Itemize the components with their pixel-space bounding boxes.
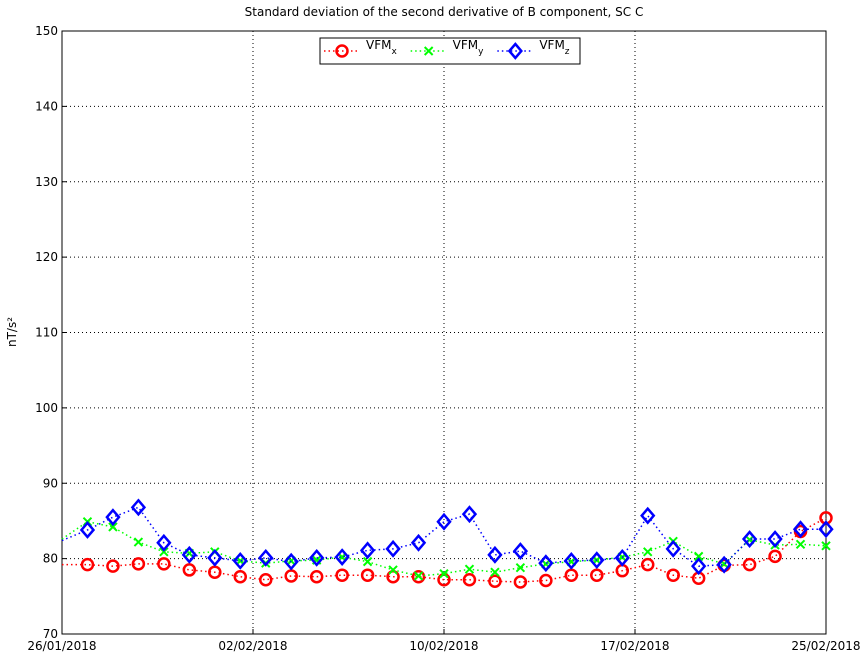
marker — [335, 568, 349, 582]
marker — [512, 542, 529, 561]
marker — [106, 559, 120, 573]
marker — [643, 547, 653, 557]
x-tick-label: 25/02/2018 — [791, 639, 860, 653]
legend-box — [319, 37, 581, 65]
marker — [488, 574, 502, 588]
legend-label: VFMz — [539, 38, 569, 57]
y-tick-label: 120 — [35, 250, 58, 264]
legend-label: VFMx — [366, 38, 397, 57]
marker — [130, 498, 147, 517]
y-tick-label: 100 — [35, 401, 58, 415]
plot-frame — [61, 30, 827, 635]
marker — [691, 557, 707, 576]
marker — [590, 568, 604, 582]
marker — [821, 541, 831, 551]
marker — [283, 552, 299, 571]
y-tick-label: 70 — [43, 627, 58, 641]
marker — [792, 520, 809, 539]
marker — [589, 551, 605, 570]
marker — [181, 545, 197, 564]
marker — [666, 568, 680, 582]
marker — [490, 567, 500, 577]
legend-label: VFMy — [453, 38, 484, 57]
marker — [388, 565, 398, 575]
marker — [309, 548, 325, 567]
x-tick-label: 10/02/2018 — [409, 639, 478, 653]
marker — [487, 545, 503, 564]
marker — [258, 548, 274, 567]
marker — [640, 506, 656, 525]
y-tick-label: 80 — [43, 552, 58, 566]
marker — [741, 530, 758, 548]
marker — [539, 573, 553, 588]
x-tick-label: 02/02/2018 — [218, 639, 287, 653]
marker — [464, 564, 475, 574]
marker — [767, 530, 783, 548]
marker — [462, 572, 477, 587]
marker — [693, 551, 704, 562]
legend: VFMx VFMy VFMz — [319, 37, 581, 65]
marker — [159, 547, 169, 557]
marker — [436, 512, 452, 531]
marker — [359, 541, 376, 560]
y-tick-label: 150 — [35, 24, 58, 38]
y-axis-label: nT/s² — [5, 317, 19, 347]
marker — [131, 557, 146, 571]
marker — [716, 555, 732, 574]
marker — [795, 539, 806, 550]
marker — [563, 551, 579, 570]
marker — [410, 533, 427, 552]
marker — [335, 44, 349, 58]
marker — [105, 508, 121, 527]
marker — [334, 548, 350, 567]
chart-title: Standard deviation of the second derivat… — [245, 5, 644, 19]
marker — [439, 568, 449, 579]
x-tick-label: 17/02/2018 — [600, 639, 669, 653]
marker — [157, 557, 171, 571]
marker — [665, 539, 681, 558]
marker — [309, 569, 324, 584]
x-tick-label: 26/01/2018 — [27, 639, 96, 653]
marker — [413, 571, 424, 581]
marker — [614, 548, 630, 567]
y-tick-label: 90 — [43, 476, 58, 490]
marker — [742, 557, 757, 572]
marker — [385, 539, 401, 558]
marker — [133, 537, 144, 547]
marker — [768, 549, 782, 564]
marker — [156, 533, 172, 552]
marker — [80, 557, 95, 572]
series-line — [61, 506, 826, 567]
marker — [818, 520, 834, 539]
marker — [360, 568, 375, 582]
marker — [411, 569, 426, 584]
marker — [515, 562, 526, 573]
marker — [538, 554, 554, 573]
marker — [362, 556, 373, 567]
marker — [640, 557, 655, 572]
marker — [461, 505, 478, 524]
y-tick-label: 130 — [35, 175, 58, 189]
marker — [423, 46, 434, 56]
marker — [182, 563, 197, 577]
marker — [108, 522, 118, 532]
y-tick-label: 110 — [35, 326, 58, 340]
marker — [233, 569, 248, 584]
marker — [258, 572, 273, 587]
y-tick-label: 140 — [35, 99, 58, 113]
marker — [207, 548, 223, 567]
marker — [79, 521, 96, 539]
marker — [513, 575, 528, 589]
marker — [232, 551, 248, 570]
marker — [507, 42, 523, 60]
